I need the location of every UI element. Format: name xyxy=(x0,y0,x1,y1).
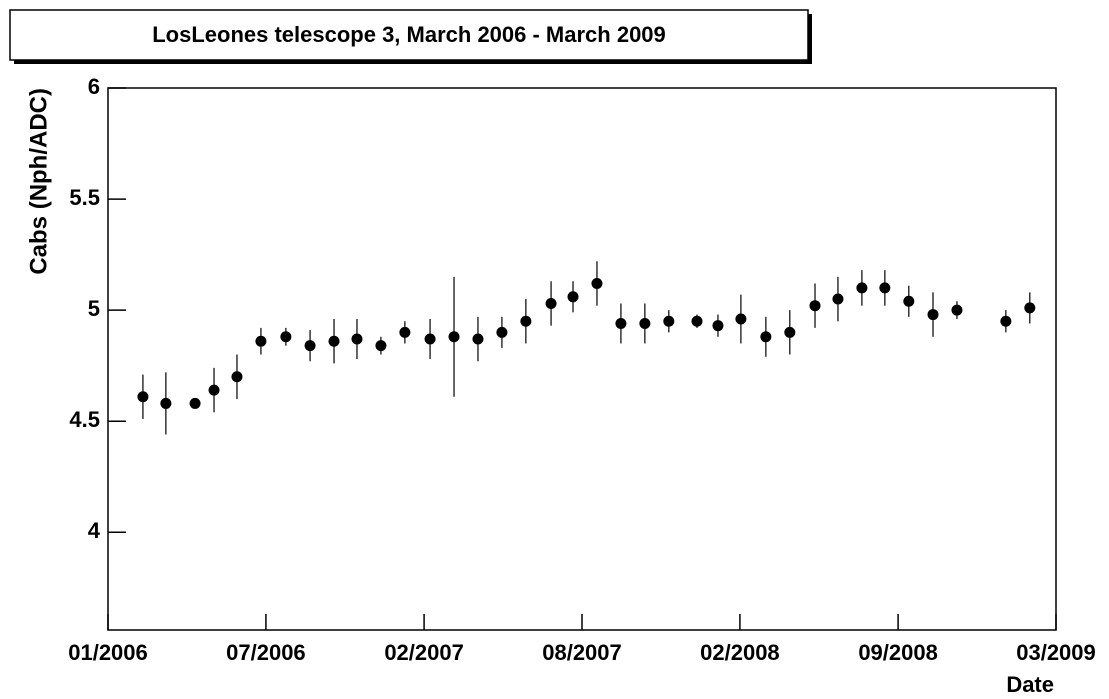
title-box xyxy=(9,9,809,61)
x-tick-label: 02/2008 xyxy=(700,640,780,665)
point xyxy=(567,291,579,303)
x-tick-label: 07/2006 xyxy=(226,640,306,665)
point xyxy=(639,317,651,329)
y-tick-label: 5 xyxy=(88,296,100,321)
point xyxy=(160,397,172,409)
point xyxy=(903,295,915,307)
point xyxy=(280,331,292,343)
chart-title: LosLeones telescope 3, March 2006 - Marc… xyxy=(152,22,666,47)
point xyxy=(375,340,387,352)
y-tick-label: 6 xyxy=(88,74,100,99)
point xyxy=(399,326,411,338)
point xyxy=(832,293,844,305)
point xyxy=(208,384,220,396)
point xyxy=(1000,315,1012,327)
x-tick-label: 08/2007 xyxy=(542,640,622,665)
x-tick-label: 09/2008 xyxy=(858,640,938,665)
point xyxy=(879,282,891,294)
point xyxy=(591,277,603,289)
point xyxy=(615,317,627,329)
plot-frame xyxy=(107,87,1057,631)
point xyxy=(472,333,484,345)
point xyxy=(809,300,821,312)
point xyxy=(520,315,532,327)
x-tick-label: 03/2009 xyxy=(1016,640,1096,665)
point xyxy=(304,340,316,352)
point xyxy=(189,397,201,409)
point xyxy=(735,313,747,325)
y-axis-label: Cabs (Nph/ADC) xyxy=(25,88,52,275)
point xyxy=(231,371,243,383)
point xyxy=(255,335,267,347)
y-tick-label: 4 xyxy=(88,518,101,543)
point xyxy=(856,282,868,294)
point xyxy=(351,333,363,345)
point xyxy=(927,309,939,321)
x-axis-label: Date xyxy=(1006,672,1054,697)
point xyxy=(137,391,149,403)
point xyxy=(691,315,703,327)
point xyxy=(424,333,436,345)
point xyxy=(1024,302,1036,314)
x-tick-label: 01/2006 xyxy=(68,640,148,665)
point xyxy=(328,335,340,347)
y-tick-label: 5.5 xyxy=(69,185,100,210)
point xyxy=(496,326,508,338)
x-tick-label: 02/2007 xyxy=(384,640,464,665)
point xyxy=(951,304,963,316)
y-tick-label: 4.5 xyxy=(69,407,100,432)
point xyxy=(760,331,772,343)
point xyxy=(784,326,796,338)
point xyxy=(663,315,675,327)
point xyxy=(712,320,724,332)
point xyxy=(545,297,557,309)
point xyxy=(448,331,460,343)
